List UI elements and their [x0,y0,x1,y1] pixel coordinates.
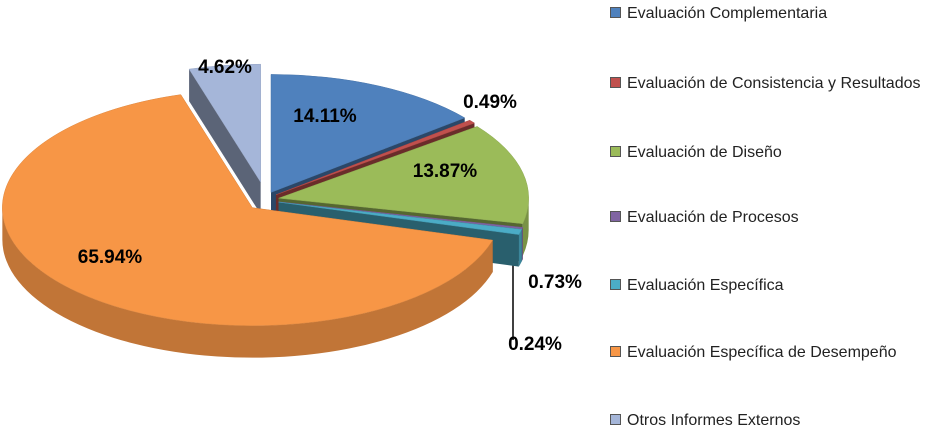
legend-label: Evaluación Complementaria [627,5,828,22]
slice-wall [189,69,261,215]
data-label: 0.49% [463,92,517,113]
slice [2,94,494,326]
data-label: 13.87% [413,161,478,182]
slice-side [522,198,529,256]
legend-item: Evaluación Específica de Desempeño [610,339,935,366]
data-label: 0.73% [528,272,582,293]
slice-side [2,207,493,358]
legend-item: Evaluación de Consistencia y Resultados [610,70,935,97]
legend-item: Evaluación de Diseño [610,139,935,166]
slice [188,63,261,184]
slice [275,119,476,196]
legend-item: Evaluación Complementaria [610,0,935,27]
legend-label: Evaluación de Consistencia y Resultados [627,75,921,92]
data-label: 0.24% [508,334,562,355]
slice [270,74,466,193]
slice [278,126,529,224]
legend-label: Evaluación Específica de Desempeño [627,344,897,361]
legend-item: Evaluación de Procesos [610,204,935,231]
data-label: 4.62% [198,57,252,78]
legend-swatch [610,146,621,157]
legend-swatch [610,279,621,290]
chart: 14.11% 0.49% 13.87% 0.24% 0.73% 65.94% 4.62% [2,57,582,358]
legend-swatch [610,7,621,18]
legend-label: Evaluación Específica [627,277,784,294]
legend-swatch [610,77,621,88]
slice [278,201,524,230]
legend-swatch [610,346,621,357]
legend-label: Evaluación de Diseño [627,144,782,161]
legend-item: Otros Informes Externos [610,407,935,434]
data-label: 14.11% [293,106,356,127]
slice-side [521,227,523,262]
legend-label: Evaluación de Procesos [627,209,799,226]
slice [278,201,523,235]
legend-label: Otros Informes Externos [627,412,801,429]
legend-swatch [610,414,621,425]
data-label: 65.94% [78,247,143,268]
legend-swatch [610,211,621,222]
slice-side [518,229,522,267]
legend-item: Evaluación Específica [610,272,935,299]
